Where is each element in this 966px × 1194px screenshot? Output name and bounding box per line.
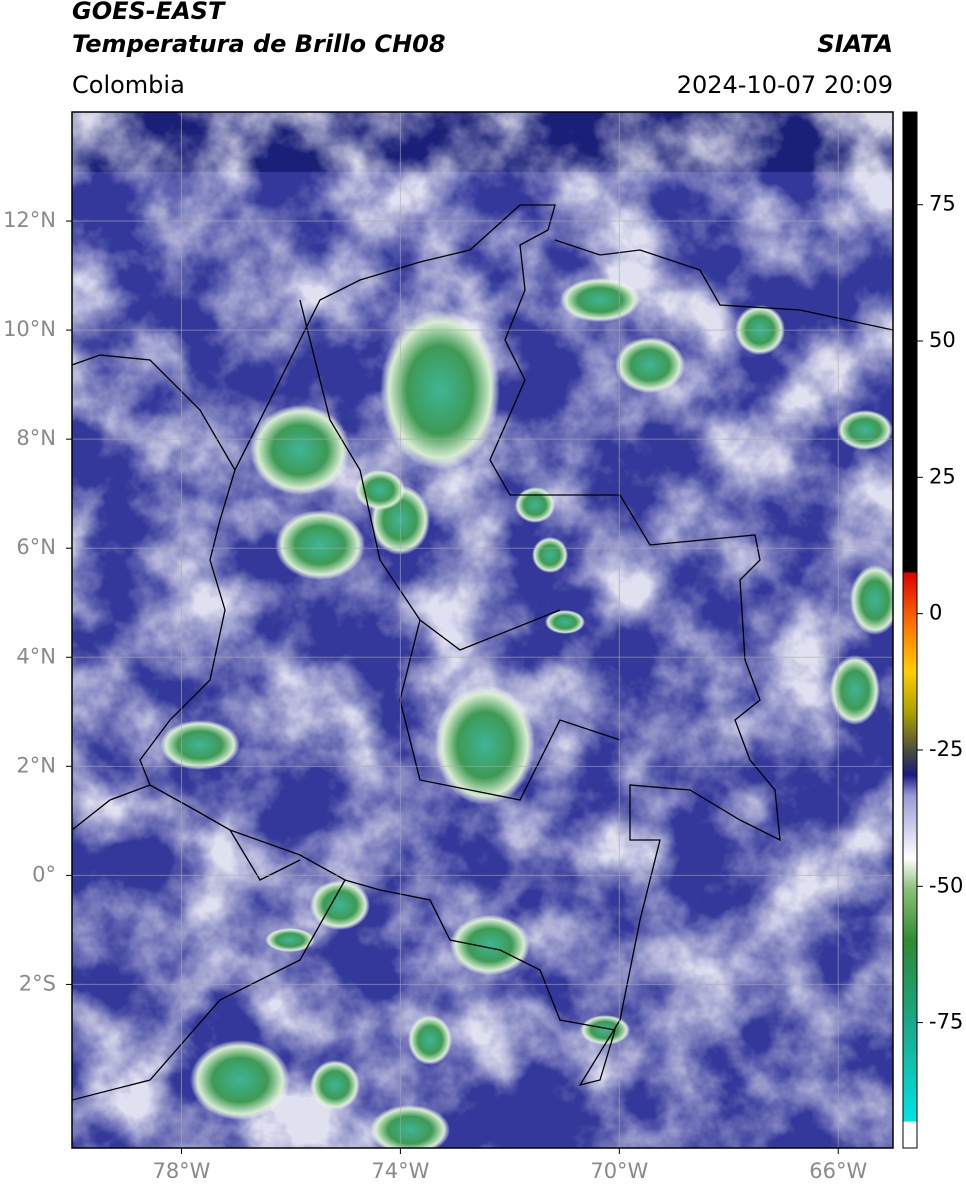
title: Temperatura de Brillo CH08 (72, 30, 446, 58)
colorbar-label: -75 (929, 1010, 963, 1034)
region: Colombia (72, 71, 185, 99)
colorbar-label: 75 (929, 192, 956, 216)
colorbar (902, 111, 918, 1149)
y-tick-label: 4°N (16, 644, 56, 668)
x-tick-label: 74°W (371, 1159, 429, 1183)
title: GOES-EAST (72, 0, 226, 25)
y-tick-label: 0° (32, 862, 56, 886)
y-tick-label: 2°N (16, 753, 56, 777)
timestamp: 2024-10-07 20:09 (677, 71, 893, 99)
x-tick-label: 70°W (590, 1159, 648, 1183)
y-tick-label: 10°N (3, 317, 56, 341)
source: SIATA (817, 30, 893, 58)
y-tick-label: 8°N (16, 426, 56, 450)
colorbar-label: 25 (929, 464, 956, 488)
y-tick-label: 12°N (3, 208, 56, 232)
y-tick-label: 6°N (16, 535, 56, 559)
colorbar-label: 0 (929, 601, 942, 625)
x-tick-label: 78°W (152, 1159, 210, 1183)
colorbar-label: -25 (929, 737, 963, 761)
colorbar-label: -50 (929, 873, 963, 897)
y-tick-label: 2°S (19, 971, 56, 995)
map-frame (71, 111, 894, 1149)
satellite-image (72, 112, 893, 1148)
colorbar-label: 50 (929, 328, 956, 352)
x-tick-label: 66°W (809, 1159, 867, 1183)
